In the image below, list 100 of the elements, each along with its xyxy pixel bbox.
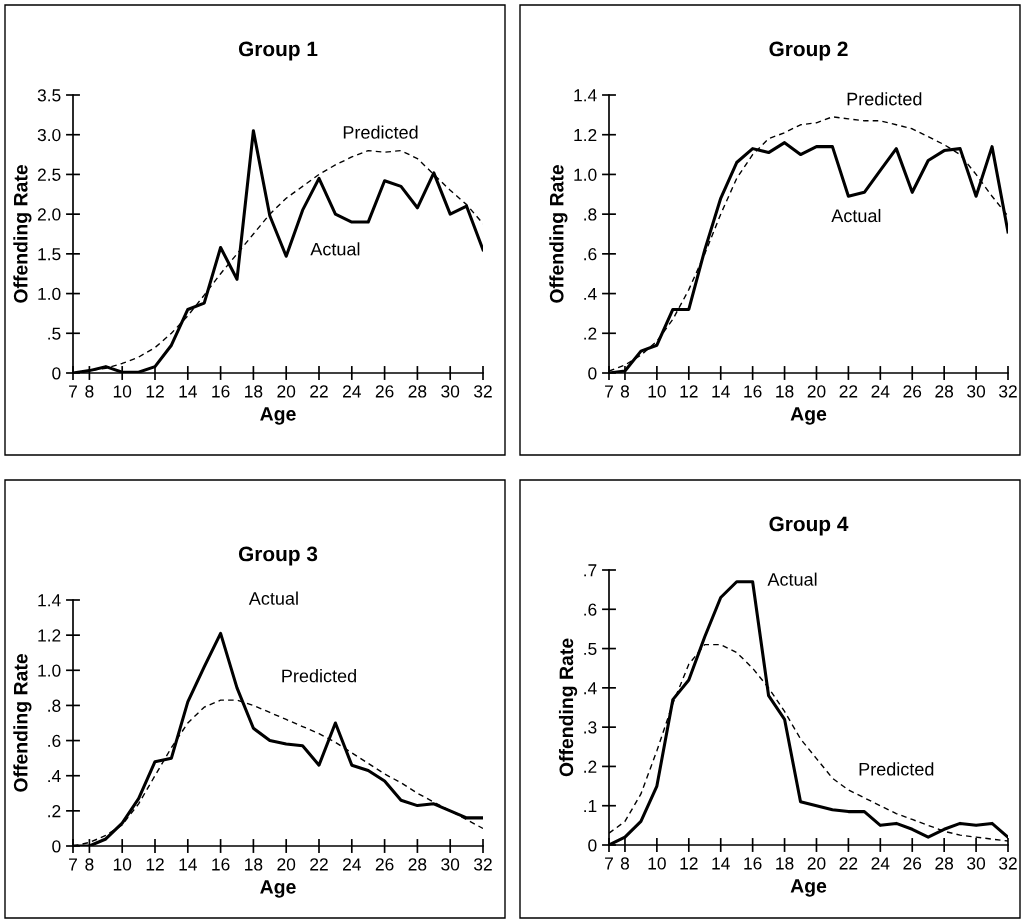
- x-tick-label: 8: [85, 858, 94, 871]
- y-tick-label: .5: [584, 642, 597, 656]
- x-tick-label: 16: [212, 385, 230, 398]
- x-tick-label: 7: [69, 858, 77, 871]
- y-tick-label: .6: [584, 603, 597, 616]
- annotation: Predicted: [343, 125, 418, 139]
- y-tick-label: 0: [52, 840, 61, 853]
- x-tick-label: 16: [744, 385, 762, 398]
- x-tick-label: 18: [245, 385, 263, 398]
- annotation: Predicted: [847, 92, 922, 106]
- x-tick-label: 10: [113, 385, 132, 398]
- x-tick-label: 7: [69, 385, 77, 398]
- x-tick-label: 8: [620, 857, 630, 870]
- x-tick-label: 26: [903, 857, 922, 870]
- x-tick-label: 32: [999, 385, 1017, 398]
- annotation: Predicted: [859, 762, 934, 776]
- y-tick-label: 0: [588, 839, 597, 852]
- x-tick-label: 20: [807, 857, 826, 870]
- y-tick-label: .2: [584, 760, 597, 773]
- x-tick-label: 30: [441, 385, 460, 398]
- x-tick-label: 32: [474, 858, 492, 871]
- x-tick-label: 20: [807, 385, 826, 398]
- x-tick-label: 18: [776, 385, 794, 398]
- x-tick-label: 32: [474, 385, 492, 398]
- x-tick-label: 24: [871, 857, 890, 870]
- chart-title: Group 1: [238, 41, 318, 61]
- y-tick-label: .6: [48, 734, 61, 748]
- y-tick-label: .2: [48, 805, 61, 818]
- y-tick-label: 0: [52, 367, 61, 380]
- y-axis-title: Offending Rate: [13, 164, 32, 303]
- x-tick-label: 32: [999, 857, 1017, 870]
- annotation: Actual: [310, 242, 360, 256]
- y-tick-label: .8: [584, 208, 597, 221]
- y-tick-label: .6: [584, 248, 597, 261]
- y-tick-label: .5: [48, 327, 61, 340]
- x-tick-label: 10: [648, 385, 666, 398]
- y-axis-title: Offending Rate: [558, 638, 578, 777]
- y-tick-label: 1.5: [38, 248, 61, 261]
- y-tick-label: 1.2: [38, 629, 61, 642]
- x-tick-label: 10: [113, 858, 132, 871]
- x-axis-title: Age: [790, 879, 827, 897]
- x-axis-title: Age: [790, 407, 827, 425]
- chart-title: Group 4: [769, 516, 849, 536]
- y-tick-label: 3.5: [37, 89, 61, 102]
- y-tick-label: 1.4: [38, 594, 61, 607]
- y-tick-label: 1.2: [574, 128, 597, 141]
- x-tick-label: 12: [146, 858, 164, 871]
- y-tick-label: 1.4: [574, 89, 597, 102]
- x-tick-label: 24: [343, 385, 361, 398]
- y-tick-label: 1.0: [38, 287, 61, 301]
- x-tick-label: 7: [605, 385, 613, 398]
- x-tick-label: 22: [310, 858, 328, 871]
- y-tick-label: .2: [584, 327, 597, 340]
- annotation: Actual: [831, 208, 881, 223]
- x-tick-label: 28: [408, 858, 427, 871]
- chart-title: Group 2: [769, 41, 848, 61]
- x-tick-label: 8: [620, 385, 630, 398]
- x-tick-label: 10: [648, 857, 666, 870]
- x-tick-label: 24: [343, 858, 361, 871]
- x-axis-title: Age: [260, 407, 296, 425]
- x-tick-label: 30: [967, 857, 986, 870]
- y-tick-label: .1: [584, 800, 597, 812]
- x-tick-label: 8: [85, 385, 94, 398]
- y-tick-label: .7: [584, 564, 597, 577]
- y-tick-label: .8: [48, 699, 61, 712]
- y-tick-label: .4: [584, 287, 597, 300]
- x-tick-label: 12: [146, 385, 164, 398]
- x-tick-label: 20: [277, 858, 296, 871]
- y-tick-label: 1.0: [574, 168, 597, 181]
- x-tick-label: 24: [871, 385, 890, 398]
- x-tick-label: 14: [179, 385, 197, 398]
- x-tick-label: 12: [680, 857, 698, 870]
- x-tick-label: 7: [605, 857, 613, 870]
- annotation: Actual: [248, 591, 298, 605]
- y-tick-label: .3: [584, 721, 597, 734]
- x-tick-label: 28: [935, 857, 954, 870]
- y-tick-label: 3.0: [37, 128, 61, 142]
- x-tick-label: 26: [375, 858, 394, 871]
- chart-title: Group 3: [238, 546, 318, 566]
- x-axis-title: Age: [260, 880, 296, 898]
- y-axis-title: Offending Rate: [13, 653, 32, 792]
- x-tick-label: 30: [967, 385, 986, 398]
- annotation: Predicted: [282, 669, 356, 683]
- x-tick-label: 16: [744, 857, 762, 870]
- x-tick-label: 22: [839, 385, 858, 398]
- x-tick-label: 18: [245, 858, 263, 871]
- x-tick-label: 26: [375, 385, 394, 398]
- x-tick-label: 12: [680, 385, 698, 398]
- y-tick-label: 1.0: [38, 664, 61, 677]
- x-tick-label: 28: [408, 385, 427, 398]
- x-tick-label: 18: [776, 857, 794, 870]
- x-tick-label: 28: [935, 385, 954, 398]
- x-tick-label: 22: [310, 385, 328, 398]
- x-tick-label: 26: [903, 385, 922, 398]
- y-tick-label: 2.5: [37, 168, 61, 181]
- y-axis-title: Offending Rate: [549, 164, 568, 303]
- x-tick-label: 20: [277, 385, 296, 398]
- y-tick-label: 2.0: [37, 208, 61, 221]
- x-tick-label: 14: [712, 857, 730, 870]
- x-tick-label: 14: [179, 858, 197, 871]
